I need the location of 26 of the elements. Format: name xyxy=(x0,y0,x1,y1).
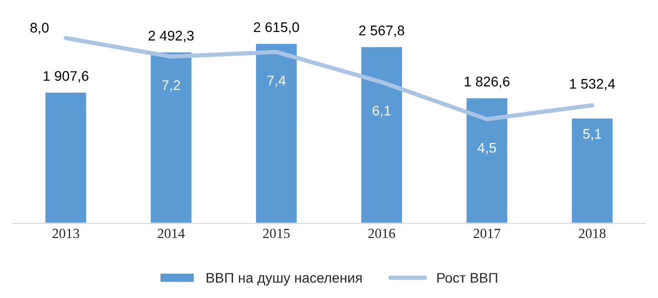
data-label: 1 826,6 xyxy=(464,76,510,88)
bar xyxy=(149,50,193,224)
bar xyxy=(570,117,614,224)
x-tick-label: 2018 xyxy=(578,228,606,238)
data-label: 2 567,8 xyxy=(359,26,404,38)
data-label: 2 492,3 xyxy=(148,30,194,42)
bar xyxy=(465,96,509,224)
bar xyxy=(44,91,88,224)
x-tick-label: 2016 xyxy=(368,228,396,238)
data-label: 1 907,6 xyxy=(44,71,88,83)
bar xyxy=(254,42,298,224)
data-label: 4,5 xyxy=(478,142,496,154)
data-label: 8,0 xyxy=(30,22,49,34)
x-tick-label: 2014 xyxy=(158,228,185,238)
bar xyxy=(360,46,404,224)
data-label: 2 615,0 xyxy=(254,22,299,34)
data-label: 1 532,4 xyxy=(570,78,615,90)
data-label: 7,2 xyxy=(162,80,180,92)
x-tick-label: 2017 xyxy=(474,228,500,238)
x-tick-label: 2013 xyxy=(52,228,80,238)
x-tick-label: 2015 xyxy=(263,228,290,238)
legend-label: ВВП на душу населения xyxy=(206,273,362,286)
data-label: 6,1 xyxy=(372,106,391,118)
legend-label: Рост ВВП xyxy=(437,273,498,283)
data-label: 7,4 xyxy=(267,76,286,88)
data-label: 5,1 xyxy=(583,129,602,140)
